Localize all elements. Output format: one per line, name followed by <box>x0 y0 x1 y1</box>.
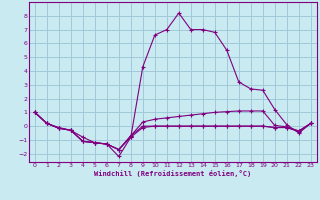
X-axis label: Windchill (Refroidissement éolien,°C): Windchill (Refroidissement éolien,°C) <box>94 170 252 177</box>
